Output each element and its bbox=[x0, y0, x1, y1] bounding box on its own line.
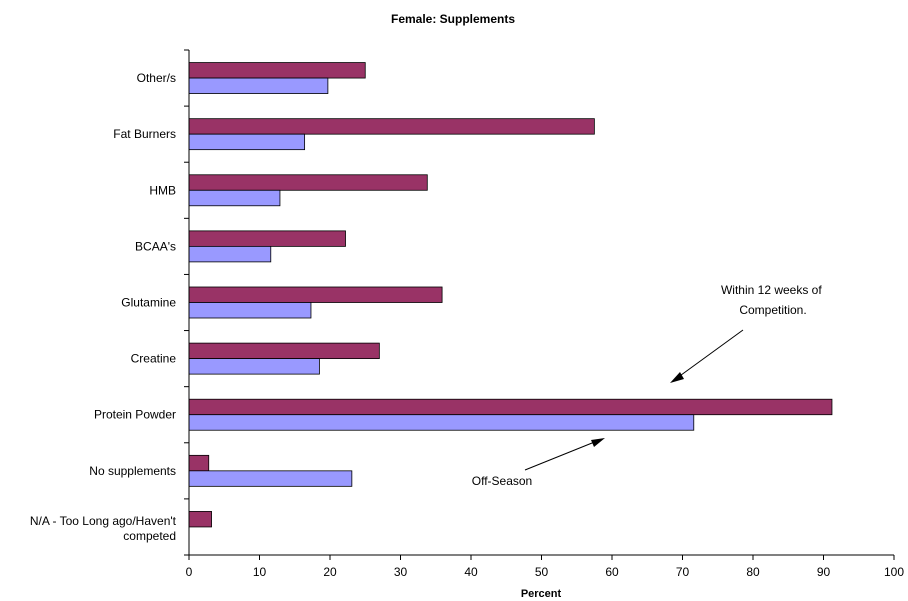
category-label-no-supplements: No supplements bbox=[89, 464, 176, 478]
x-tick-labels: 0 10 20 30 40 50 60 70 80 90 100 bbox=[186, 565, 905, 579]
annotation-offseason-arrow bbox=[524, 440, 598, 471]
x-tick-label: 50 bbox=[535, 565, 549, 579]
bar-series1-glutamine bbox=[188, 286, 443, 303]
chart-title: Female: Supplements bbox=[391, 12, 515, 26]
x-ticks-group bbox=[188, 555, 895, 560]
annotations-group: Within 12 weeks of Competition. Off-Seas… bbox=[472, 283, 825, 488]
bar-series1-no-supplements bbox=[188, 454, 210, 472]
x-tick-label: 70 bbox=[676, 565, 690, 579]
bar-series2-no-supplements bbox=[188, 470, 353, 487]
bar-series1-hmb bbox=[188, 174, 428, 191]
bar-series2-fat-burners bbox=[188, 133, 306, 151]
annotation-competition-line1: Within 12 weeks of bbox=[721, 283, 822, 297]
bar-series2-glutamine bbox=[188, 302, 312, 319]
bar-series1-bcaa-s bbox=[188, 230, 346, 247]
bar-series1-n-a-too-long-ago-haven-t-competed bbox=[188, 511, 212, 528]
annotation-competition-line2: Competition. bbox=[739, 303, 806, 317]
x-tick-label: 0 bbox=[186, 565, 193, 579]
category-label-glutamine: Glutamine bbox=[121, 296, 176, 310]
bar-series2-creatine bbox=[188, 358, 320, 375]
category-label-fat-burners: Fat Burners bbox=[113, 127, 176, 141]
bar-series2-other-s bbox=[188, 77, 329, 94]
bar-series2-hmb bbox=[188, 189, 281, 207]
x-tick-label: 90 bbox=[817, 565, 831, 579]
bar-series2-protein-powder bbox=[188, 414, 695, 431]
bar-series1-other-s bbox=[188, 62, 366, 79]
annotation-offseason: Off-Season bbox=[472, 474, 532, 488]
category-label-bcaa-s: BCAA's bbox=[135, 239, 176, 253]
bar-series2-bcaa-s bbox=[188, 245, 272, 263]
annotation-competition-arrow bbox=[676, 329, 744, 379]
x-tick-label: 100 bbox=[884, 565, 904, 579]
x-tick-label: 60 bbox=[605, 565, 619, 579]
bar-series1-protein-powder bbox=[188, 398, 833, 416]
x-tick-label: 80 bbox=[746, 565, 760, 579]
bar-series1-creatine bbox=[188, 342, 380, 360]
annotation-competition-arrowhead bbox=[670, 372, 684, 383]
annotation-offseason-arrowhead bbox=[591, 438, 605, 447]
category-label-n-a-too-long-ago-haven-t-competed: N/A - Too Long ago/Haven't competed bbox=[30, 514, 177, 543]
x-tick-label: 40 bbox=[464, 565, 478, 579]
annotation-competition: Within 12 weeks of Competition. bbox=[721, 283, 825, 317]
x-tick-label: 10 bbox=[253, 565, 267, 579]
x-tick-label: 20 bbox=[323, 565, 337, 579]
bar-series1-fat-burners bbox=[188, 118, 595, 135]
x-axis-title: Percent bbox=[521, 588, 562, 600]
x-tick-label: 30 bbox=[394, 565, 408, 579]
category-label-protein-powder: Protein Powder bbox=[94, 408, 176, 422]
category-labels: Other/s Fat Burners HMB BCAA's Glutamine Crea… bbox=[30, 71, 177, 543]
category-label-creatine: Creatine bbox=[131, 352, 177, 366]
category-label-other-s: Other/s bbox=[137, 71, 176, 85]
category-label-hmb: HMB bbox=[149, 183, 176, 197]
y-ticks-group bbox=[184, 49, 189, 556]
